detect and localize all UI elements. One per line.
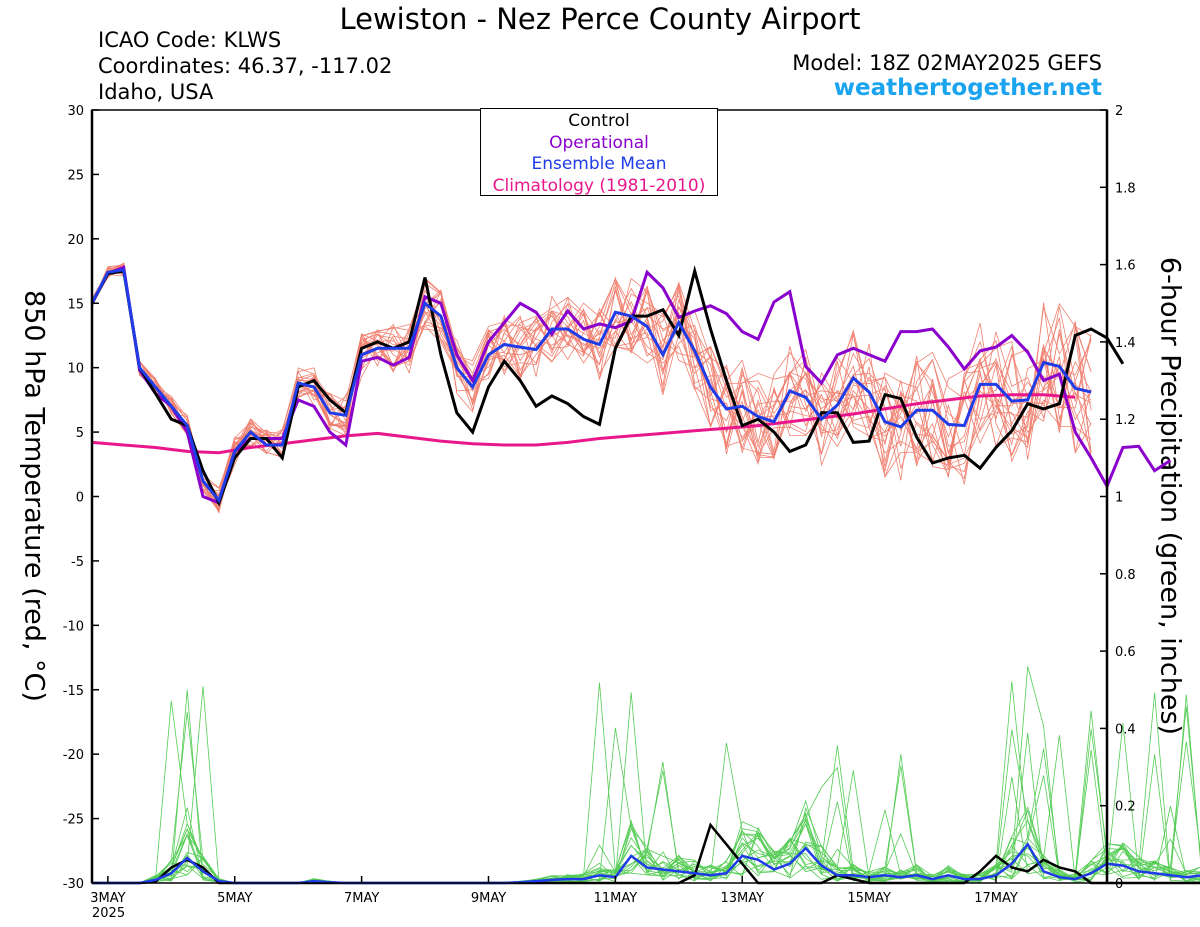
right-tick-label: 1	[1115, 491, 1123, 506]
temperature-member-line	[91, 269, 1092, 496]
left-tick-label: 15	[67, 297, 84, 312]
coordinates: Coordinates: 46.37, -117.02	[98, 54, 393, 78]
axes-group: 302520151050-5-10-15-20-25-3021.81.61.41…	[63, 104, 1136, 906]
plot-frame	[91, 109, 1108, 884]
operational-line	[90, 265, 1172, 505]
right-tick-label: 0.2	[1115, 800, 1136, 815]
temperature-member-line	[91, 270, 1092, 506]
x-tick-label: 3MAY	[90, 891, 125, 906]
icao-code: ICAO Code: KLWS	[98, 28, 282, 52]
temperature-members-group	[91, 262, 1092, 514]
x-tick-label: 17MAY	[974, 891, 1018, 906]
left-tick-label: 0	[76, 491, 84, 506]
left-tick-label: -25	[63, 813, 84, 828]
legend-climatology: Climatology (1981-2010)	[492, 175, 706, 196]
temperature-member-line	[91, 264, 1092, 498]
legend-control: Control	[568, 111, 630, 131]
x-axis-year-label: 2025	[92, 906, 126, 921]
temperature-member-line	[91, 267, 1092, 514]
left-tick-label: -15	[63, 684, 84, 699]
region: Idaho, USA	[98, 80, 214, 104]
right-tick-label: 1.6	[1115, 259, 1136, 274]
temperature-member-line	[91, 273, 1092, 492]
right-tick-label: 0.4	[1115, 722, 1136, 737]
right-tick-label: 1.8	[1115, 181, 1136, 196]
temperature-member-line	[91, 268, 1092, 511]
right-tick-label: 0.8	[1115, 568, 1136, 583]
left-tick-label: 30	[67, 104, 84, 119]
right-tick-label: 2	[1115, 104, 1123, 119]
precip-member-line	[92, 809, 1200, 884]
control-line	[90, 265, 1125, 507]
x-tick-label: 9MAY	[471, 891, 506, 906]
temperature-member-line	[91, 263, 1092, 496]
right-tick-label: 1.4	[1115, 336, 1136, 351]
page-title: Lewiston - Nez Perce County Airport	[339, 2, 861, 36]
x-tick-label: 5MAY	[217, 891, 252, 906]
right-tick-label: 1.2	[1115, 413, 1136, 428]
left-tick-label: -10	[63, 619, 84, 634]
left-tick-label: 5	[76, 426, 84, 441]
left-tick-label: -20	[63, 748, 84, 763]
x-tick-label: 7MAY	[344, 891, 379, 906]
ensemble-mean-line	[90, 268, 1092, 504]
left-tick-label: 10	[67, 362, 84, 377]
temperature-member-line	[91, 262, 1092, 513]
precip-member-line	[92, 666, 1200, 884]
temperature-member-line	[91, 265, 1092, 510]
x-tick-label: 13MAY	[720, 891, 764, 906]
legend-operational: Operational	[549, 132, 649, 153]
site-link[interactable]: weathertogether.net	[833, 75, 1102, 101]
left-tick-label: -30	[63, 877, 84, 892]
left-tick-label: 20	[67, 233, 84, 248]
temperature-member-line	[91, 263, 1092, 512]
chart-legend: Control Operational Ensemble Mean Climat…	[480, 108, 718, 196]
right-tick-label: 0	[1115, 877, 1123, 892]
model-run: Model: 18Z 02MAY2025 GEFS	[792, 51, 1102, 75]
climatology-line	[91, 393, 1076, 455]
right-tick-label: 0.6	[1115, 645, 1136, 660]
x-tick-label: 15MAY	[847, 891, 891, 906]
temperature-member-line	[91, 266, 1092, 506]
x-tick-label: 11MAY	[594, 891, 638, 906]
left-tick-label: -5	[71, 555, 84, 570]
temperature-member-line	[91, 264, 1092, 512]
left-tick-label: 25	[67, 168, 84, 183]
legend-mean: Ensemble Mean	[531, 154, 667, 174]
precip-members-group	[92, 666, 1200, 884]
